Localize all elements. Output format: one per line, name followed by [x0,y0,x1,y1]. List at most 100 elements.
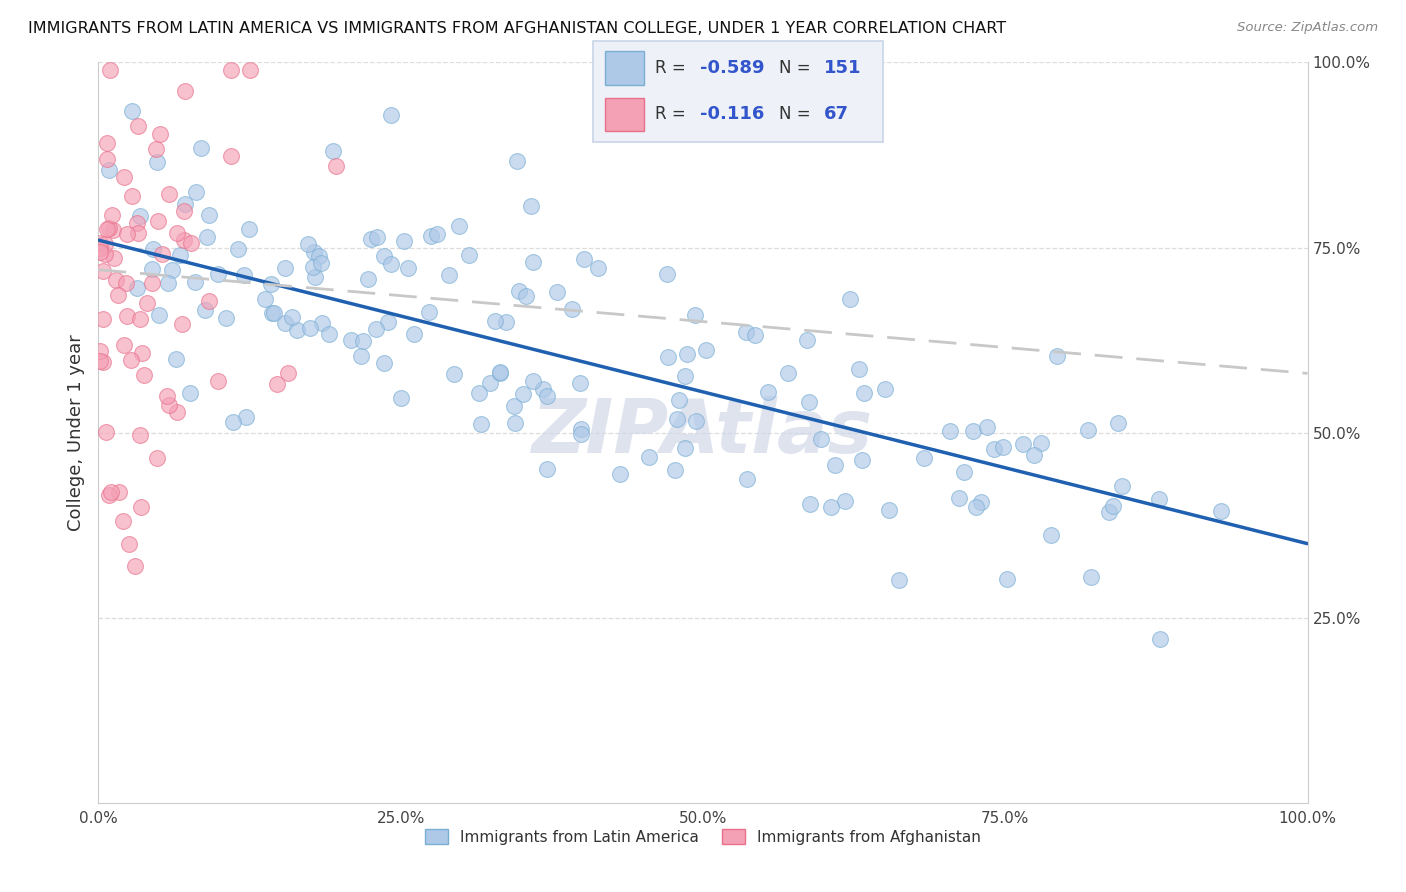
Point [676,347,699,361]
Point [965,500,987,514]
Point [735,472,758,486]
Point [402,327,425,342]
Point [103,251,125,265]
Y-axis label: College, Under 1 year: College, Under 1 year [66,334,84,531]
Point [277,367,299,381]
Point [522,254,544,268]
Point [447,219,470,234]
Point [309,255,332,269]
Point [912,450,935,465]
Point [352,334,374,348]
Point [983,442,1005,456]
Point [121,189,143,203]
Point [488,366,510,380]
Point [302,245,325,260]
Point [938,424,960,438]
Point [96,425,118,439]
Point [108,484,131,499]
Text: -0.589: -0.589 [700,60,765,78]
Point [666,411,689,425]
Point [97,488,120,502]
Point [89,354,111,368]
Point [96,221,118,235]
Point [129,210,152,224]
Point [156,389,179,403]
Point [219,149,242,163]
Point [546,285,568,299]
Point [834,494,856,508]
Point [135,296,157,310]
Point [214,311,236,326]
Text: N =: N = [779,105,817,123]
Point [179,386,201,401]
Point [91,264,114,278]
Point [149,127,172,141]
Point [238,222,260,236]
Point [100,484,122,499]
Point [1209,504,1232,518]
Point [150,247,173,261]
Point [114,276,136,290]
Point [350,350,373,364]
Point [89,235,111,250]
Point [695,343,717,357]
Point [124,558,146,573]
Point [190,141,212,155]
Point [515,288,537,302]
Point [120,353,142,368]
Point [165,352,187,367]
Point [266,377,288,392]
Point [235,409,257,424]
Point [131,346,153,360]
Point [184,185,207,199]
Point [145,142,167,156]
Point [157,186,180,201]
Point [838,293,860,307]
Point [366,322,388,336]
Point [146,214,169,228]
Legend: Immigrants from Latin America, Immigrants from Afghanistan: Immigrants from Latin America, Immigrant… [419,822,987,851]
Point [274,317,297,331]
Point [520,199,543,213]
Point [173,203,195,218]
Point [478,376,501,390]
Point [263,305,285,319]
Point [1039,528,1062,542]
Point [1111,478,1133,492]
Point [756,385,779,400]
Point [970,495,993,509]
Point [1149,632,1171,646]
Point [458,248,481,262]
Point [443,367,465,381]
Point [127,226,149,240]
Point [685,414,707,428]
Point [561,302,583,317]
Point [89,241,111,255]
Text: Source: ZipAtlas.com: Source: ZipAtlas.com [1237,21,1378,34]
Point [298,320,321,334]
Point [394,234,416,248]
Point [157,276,180,290]
Point [260,277,283,291]
Point [222,415,245,429]
Point [128,428,150,442]
Point [824,458,846,472]
Point [437,268,460,282]
Point [848,362,870,376]
Point [115,227,138,242]
Point [232,268,254,282]
Point [995,572,1018,586]
Point [655,267,678,281]
Point [419,229,441,244]
Point [1102,499,1125,513]
Point [340,333,363,347]
Point [107,287,129,301]
Point [586,260,609,275]
Point [1080,569,1102,583]
Point [115,309,138,323]
Point [318,326,340,341]
Point [512,387,534,401]
Point [396,260,419,275]
Point [683,308,706,322]
Point [572,252,595,266]
